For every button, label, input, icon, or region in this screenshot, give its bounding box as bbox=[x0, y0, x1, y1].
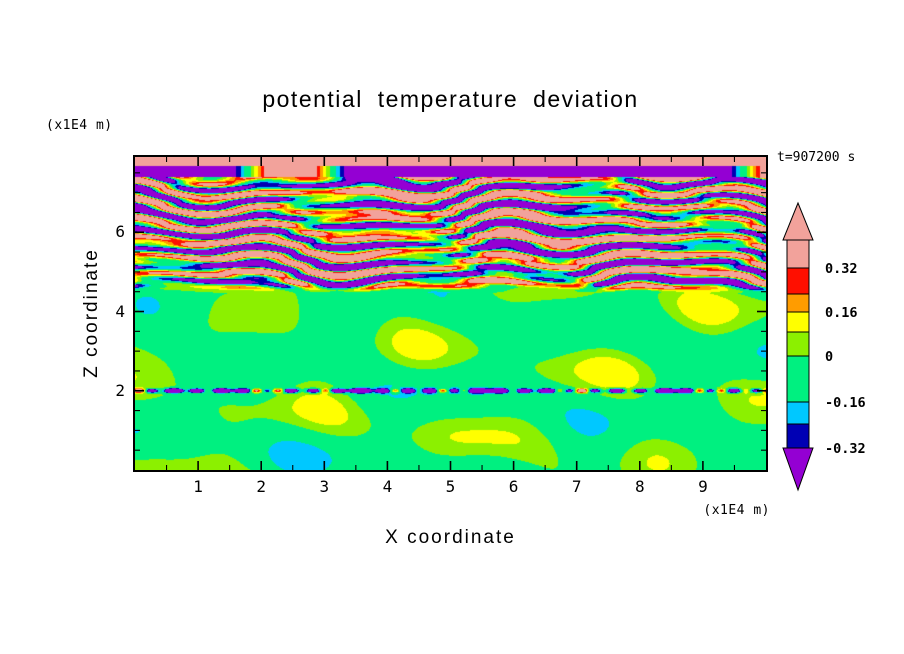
heatmap-canvas bbox=[135, 157, 766, 470]
x-tick-label: 1 bbox=[193, 477, 203, 496]
svg-text:-0.16: -0.16 bbox=[825, 395, 866, 411]
x-tick-label: 6 bbox=[508, 477, 519, 496]
svg-text:-0.32: -0.32 bbox=[825, 441, 866, 457]
x-axis-title: X coordinate bbox=[385, 527, 516, 548]
x-axis-unit: (x1E4 m) bbox=[703, 503, 770, 518]
svg-text:0: 0 bbox=[825, 349, 833, 365]
axis-ticks bbox=[135, 157, 766, 470]
x-tick-label: 7 bbox=[571, 477, 582, 496]
y-tick-label: 4 bbox=[115, 301, 125, 321]
time-annotation: t=907200 s bbox=[777, 150, 856, 165]
y-tick-label: 6 bbox=[115, 222, 125, 242]
x-tick-label: 4 bbox=[382, 477, 393, 496]
colorbar: 0.32 0.16 0 -0.16 -0.32 bbox=[782, 201, 866, 492]
svg-text:0.32: 0.32 bbox=[825, 261, 858, 277]
x-tick-label: 8 bbox=[634, 477, 645, 496]
x-tick-label: 2 bbox=[256, 477, 266, 496]
svg-text:0.16: 0.16 bbox=[825, 305, 858, 321]
plot-area bbox=[133, 155, 768, 472]
y-tick-label: 2 bbox=[115, 380, 125, 400]
x-tick-label: 3 bbox=[319, 477, 330, 496]
chart-title: potential temperature deviation bbox=[262, 86, 639, 112]
x-tick-label: 9 bbox=[698, 477, 708, 496]
y-axis-title: Z coordinate bbox=[81, 248, 102, 378]
y-axis-unit: (x1E4 m) bbox=[46, 118, 113, 133]
x-tick-label: 5 bbox=[445, 477, 456, 496]
